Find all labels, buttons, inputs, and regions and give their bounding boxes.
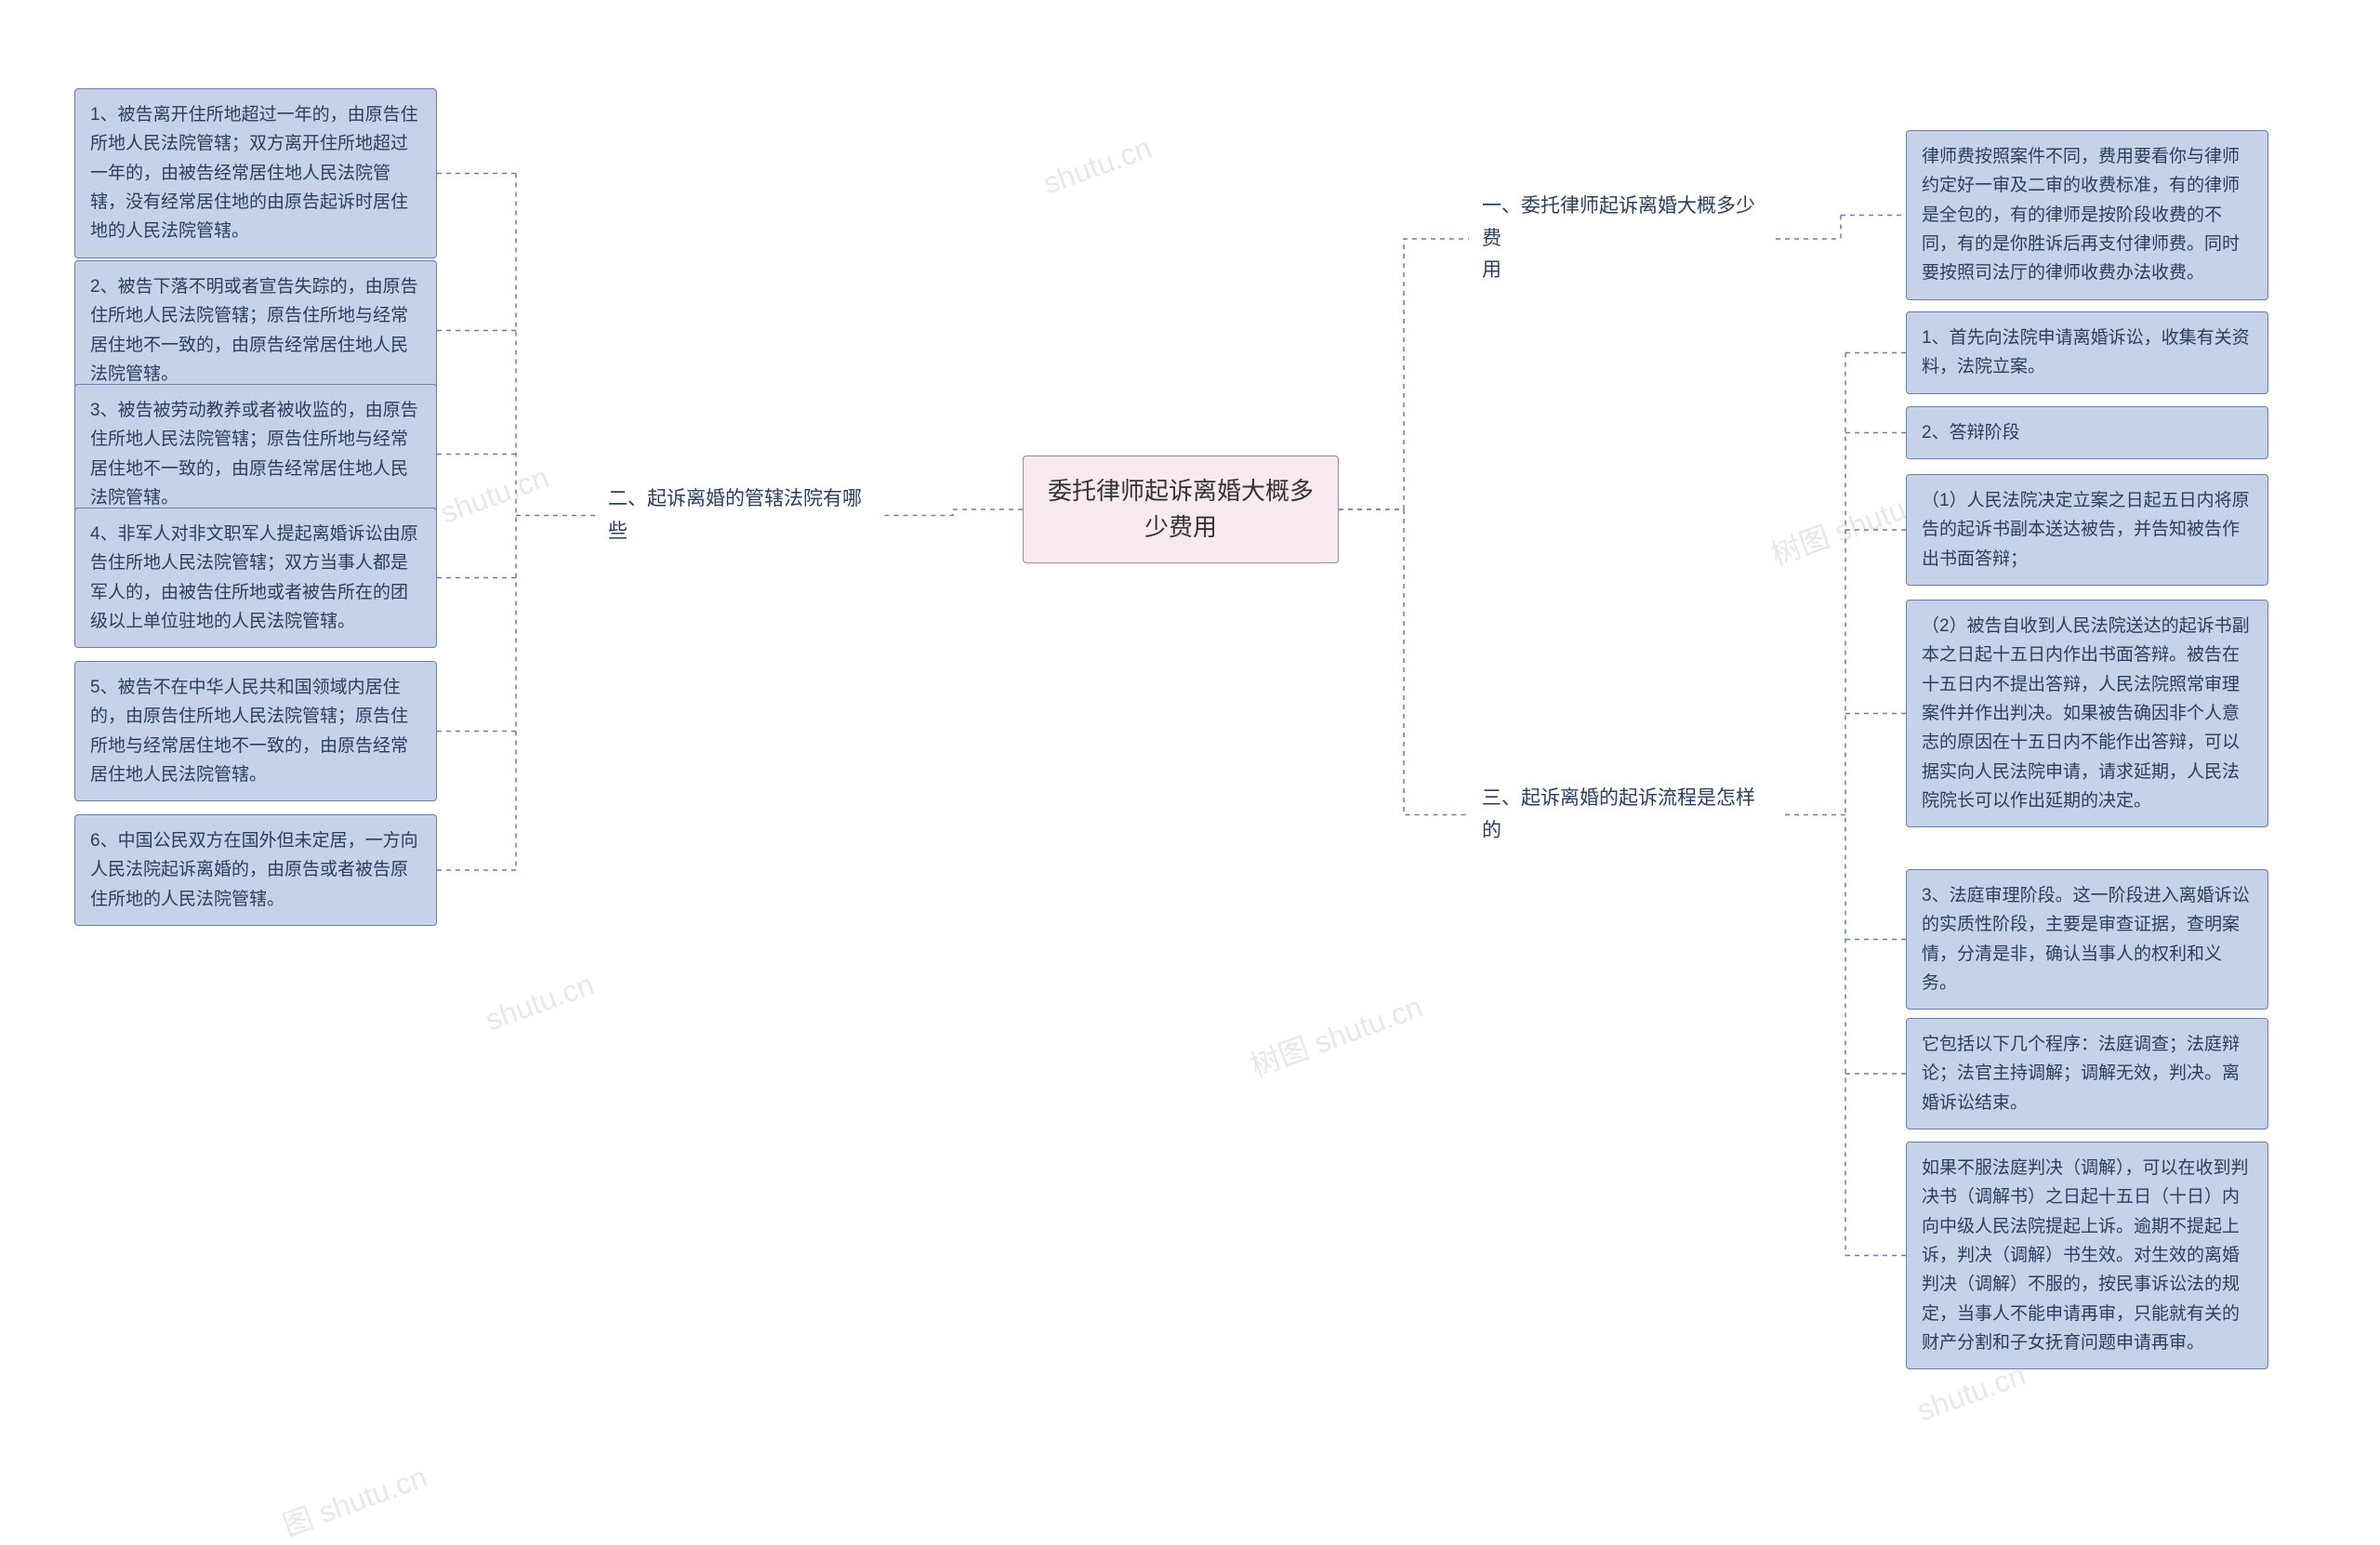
- branch-b2: 二、起诉离婚的管辖法院有哪些: [595, 474, 883, 557]
- leaf-b3-6: 如果不服法庭判决（调解），可以在收到判决书（调解书）之日起十五日（十日）内向中级…: [1906, 1142, 2268, 1369]
- branch-b1: 一、委托律师起诉离婚大概多少费用: [1469, 181, 1776, 297]
- leaf-b2-5: 6、中国公民双方在国外但未定居，一方向人民法院起诉离婚的，由原告或者被告原住所地…: [74, 814, 437, 926]
- leaf-b2-0: 1、被告离开住所地超过一年的，由原告住所地人民法院管辖；双方离开住所地超过一年的…: [74, 88, 437, 258]
- leaf-b3-2: （1）人民法院决定立案之日起五日内将原告的起诉书副本送达被告，并告知被告作出书面…: [1906, 474, 2268, 586]
- leaf-b3-4: 3、法庭审理阶段。这一阶段进入离婚诉讼的实质性阶段，主要是审查证据，查明案情，分…: [1906, 869, 2268, 1010]
- leaf-b2-1: 2、被告下落不明或者宣告失踪的，由原告住所地人民法院管辖；原告住所地与经常居住地…: [74, 260, 437, 401]
- leaf-b2-2: 3、被告被劳动教养或者被收监的，由原告住所地人民法院管辖；原告住所地与经常居住地…: [74, 384, 437, 524]
- leaf-b1-0: 律师费按照案件不同，费用要看你与律师约定好一审及二审的收费标准，有的律师是全包的…: [1906, 130, 2268, 300]
- branch-b3: 三、起诉离婚的起诉流程是怎样的: [1469, 773, 1785, 856]
- leaf-b3-3: （2）被告自收到人民法院送达的起诉书副本之日起十五日内作出书面答辩。被告在十五日…: [1906, 600, 2268, 827]
- leaf-b3-1: 2、答辩阶段: [1906, 406, 2268, 459]
- center-topic: 委托律师起诉离婚大概多少费用: [1023, 456, 1339, 563]
- leaf-b3-5: 它包括以下几个程序：法庭调查；法庭辩论；法官主持调解；调解无效，判决。离婚诉讼结…: [1906, 1018, 2268, 1129]
- mindmap-canvas: 委托律师起诉离婚大概多少费用 一、委托律师起诉离婚大概多少费用 律师费按照案件不同，…: [0, 0, 2380, 1500]
- leaf-b3-0: 1、首先向法院申请离婚诉讼，收集有关资料，法院立案。: [1906, 311, 2268, 394]
- leaf-b2-4: 5、被告不在中华人民共和国领域内居住的，由原告住所地人民法院管辖；原告住所地与经…: [74, 661, 437, 801]
- leaf-b2-3: 4、非军人对非文职军人提起离婚诉讼由原告住所地人民法院管辖；双方当事人都是军人的…: [74, 508, 437, 648]
